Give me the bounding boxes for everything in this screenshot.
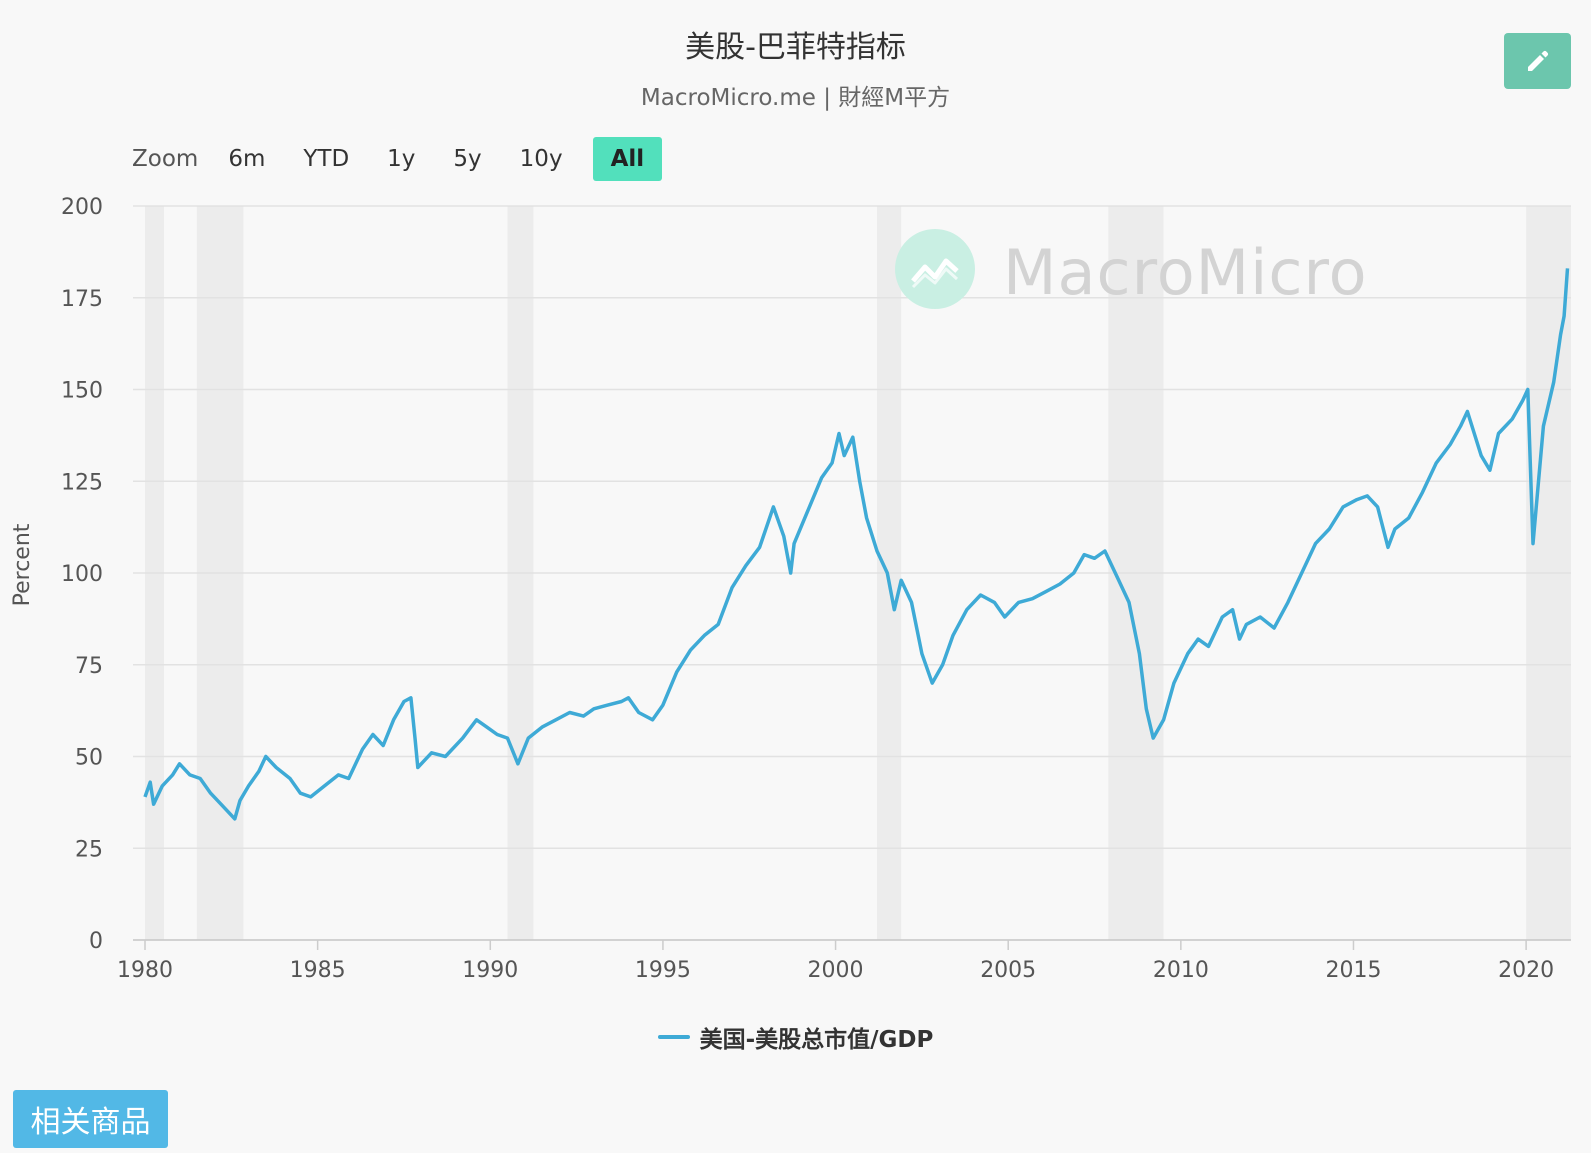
zoom-6m-button[interactable]: 6m	[228, 146, 266, 172]
zoom-label: Zoom	[132, 146, 199, 172]
x-tick-label: 1985	[290, 958, 346, 983]
series-layer	[143, 268, 1570, 821]
zoom-bar: Zoom 6m YTD 1y 5y 10y All	[132, 137, 684, 181]
y-tick-label: 100	[61, 562, 103, 587]
x-tick-label: 2005	[980, 958, 1036, 983]
x-tick-label: 2010	[1153, 958, 1209, 983]
x-tick-label: 1990	[462, 958, 518, 983]
watermark-text: MacroMicro	[1003, 236, 1368, 309]
chart-title: 美股-巴菲特指标	[685, 30, 906, 65]
y-tick-label: 25	[75, 837, 103, 862]
y-tick-label: 75	[75, 654, 103, 679]
related-products-button[interactable]: 相关商品	[13, 1090, 168, 1148]
y-tick-label: 125	[61, 470, 103, 495]
zoom-1y-button[interactable]: 1y	[387, 146, 416, 172]
y-axis-title: Percent	[10, 523, 35, 607]
y-tick-label: 200	[61, 195, 103, 220]
y-tick-label: 175	[61, 287, 103, 312]
y-tick-label: 0	[89, 929, 103, 954]
edit-button[interactable]	[1504, 33, 1571, 89]
pencil-icon	[1527, 50, 1548, 71]
gridlines	[133, 205, 1571, 941]
zoom-ytd-button[interactable]: YTD	[303, 146, 350, 172]
legend-item-label[interactable]: 美国-美股总市值/GDP	[699, 1027, 934, 1053]
y-tick-label: 150	[61, 379, 103, 404]
x-tick-label: 2020	[1498, 958, 1554, 983]
chart-subtitle: MacroMicro.me | 財經M平方	[640, 85, 951, 111]
zoom-10y-button[interactable]: 10y	[519, 146, 563, 172]
x-tick-label: 1995	[635, 958, 691, 983]
zoom-5y-button[interactable]: 5y	[453, 146, 482, 172]
x-tick-label: 1980	[117, 958, 173, 983]
legend[interactable]: 美国-美股总市值/GDP	[0, 1020, 1591, 1054]
watermark-logo-icon	[895, 229, 975, 309]
legend-swatch	[657, 1035, 690, 1039]
x-axis: 1980 1985 1990 1995 2000 2005 2010 2015 2020	[117, 939, 1571, 983]
y-axis-ticks: 0 25 50 75 100 125 150 175 200	[61, 195, 103, 954]
x-tick-label: 2015	[1325, 958, 1381, 983]
zoom-all-button[interactable]: All	[592, 137, 663, 181]
x-tick-label: 2000	[808, 958, 864, 983]
series-line	[143, 268, 1570, 821]
y-tick-label: 50	[75, 746, 103, 771]
